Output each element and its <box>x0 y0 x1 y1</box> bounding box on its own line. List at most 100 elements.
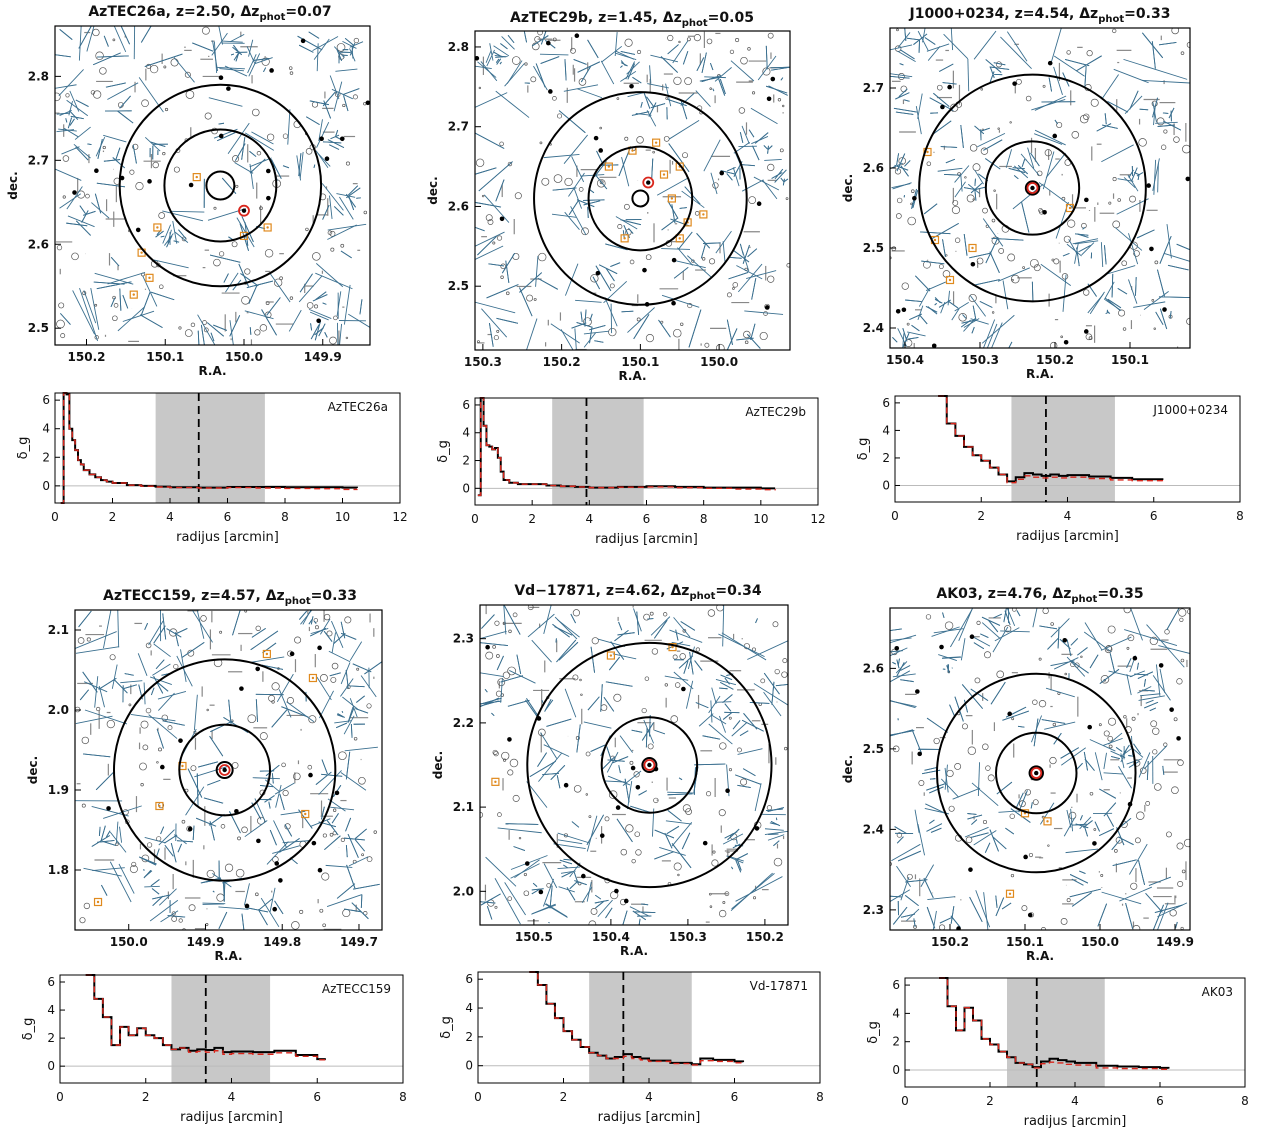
source-contour <box>329 832 334 837</box>
source-contour <box>958 312 967 322</box>
field-galaxy <box>1149 246 1154 252</box>
voronoi-edge <box>915 275 931 292</box>
target-dot <box>647 762 652 768</box>
voronoi-edge <box>132 144 137 164</box>
voronoi-edge <box>925 305 938 313</box>
source-contour <box>353 736 358 741</box>
voronoi-edge <box>971 819 978 825</box>
x-tick-label: 12 <box>392 510 407 524</box>
voronoi-edge <box>217 66 245 70</box>
voronoi-edge <box>890 895 903 898</box>
voronoi-edge <box>905 299 922 303</box>
voronoi-edge <box>892 673 916 678</box>
source-contour <box>83 902 91 910</box>
voronoi-edge <box>533 65 548 91</box>
source-contour <box>1114 849 1118 853</box>
source-contour <box>1044 149 1052 157</box>
voronoi-edge <box>103 35 109 47</box>
x-tick-label: 150.5 <box>515 930 553 944</box>
voronoi-edge <box>897 50 916 63</box>
voronoi-edge <box>341 710 344 713</box>
member-dot <box>266 226 269 229</box>
source-contour <box>366 856 373 863</box>
source-contour <box>695 647 700 652</box>
voronoi-edge <box>1074 240 1099 245</box>
source-contour <box>146 842 153 848</box>
voronoi-edge <box>742 244 750 264</box>
field-galaxy <box>614 888 619 894</box>
voronoi-edge <box>923 203 938 215</box>
voronoi-edge <box>1155 311 1164 325</box>
voronoi-edge <box>981 616 1001 626</box>
field-galaxy <box>939 644 944 650</box>
voronoi-edge <box>269 272 291 303</box>
title-subscript: phot <box>259 12 285 23</box>
voronoi-edge <box>171 210 205 213</box>
source-contour <box>353 37 360 44</box>
voronoi-edge <box>892 336 898 343</box>
profile-label: AK03 <box>1202 985 1233 999</box>
voronoi-edge <box>589 324 606 331</box>
voronoi-edge <box>1159 235 1172 264</box>
source-contour <box>1165 831 1172 838</box>
voronoi-edge <box>66 222 88 227</box>
source-contour <box>497 678 506 687</box>
x-tick-label: 150.3 <box>669 930 707 944</box>
source-contour <box>1154 783 1162 791</box>
source-contour <box>641 707 647 714</box>
voronoi-edge <box>331 813 339 824</box>
source-contour <box>653 797 659 804</box>
voronoi-edge <box>1050 618 1070 638</box>
voronoi-edge <box>335 68 358 72</box>
voronoi-edge <box>974 169 984 185</box>
voronoi-edge <box>1016 610 1021 617</box>
x-tick-label: 8 <box>399 1090 407 1104</box>
voronoi-edge <box>1104 113 1107 125</box>
voronoi-edge <box>545 903 568 918</box>
voronoi-edge <box>56 129 75 133</box>
voronoi-edge <box>274 900 284 915</box>
source-contour <box>271 682 280 691</box>
voronoi-edge <box>1066 639 1072 657</box>
voronoi-edge <box>1006 608 1016 627</box>
voronoi-edge <box>767 807 784 812</box>
source-contour <box>279 276 283 281</box>
voronoi-edge <box>1117 836 1134 846</box>
voronoi-edge <box>102 840 117 846</box>
source-contour <box>531 42 540 51</box>
voronoi-edge <box>1096 123 1112 132</box>
voronoi-edge <box>187 768 203 798</box>
voronoi-edge <box>223 881 226 901</box>
voronoi-edge <box>737 263 763 293</box>
voronoi-edge <box>722 711 733 720</box>
voronoi-edge <box>600 60 615 85</box>
voronoi-edge <box>68 101 73 116</box>
voronoi-edge <box>912 730 922 754</box>
voronoi-edge <box>943 33 969 60</box>
voronoi-edge <box>485 856 517 887</box>
source-contour <box>493 750 499 757</box>
voronoi-edge <box>925 803 945 814</box>
voronoi-edge <box>726 328 738 350</box>
source-contour <box>634 831 640 837</box>
voronoi-edge <box>939 63 954 72</box>
voronoi-edge <box>624 778 630 803</box>
voronoi-edge <box>735 876 783 902</box>
voronoi-edge <box>1012 167 1025 170</box>
voronoi-edge <box>70 115 84 120</box>
voronoi-edge <box>493 45 510 57</box>
member-dot <box>662 173 666 176</box>
voronoi-edge <box>115 147 121 160</box>
voronoi-edge <box>967 183 981 194</box>
voronoi-edge <box>640 101 643 108</box>
voronoi-edge <box>1166 608 1180 631</box>
shaded-band <box>155 393 265 503</box>
source-contour <box>1177 759 1184 766</box>
source-contour <box>188 904 196 912</box>
voronoi-edge <box>580 66 591 83</box>
source-contour <box>729 49 735 54</box>
voronoi-edge <box>1103 772 1124 775</box>
voronoi-edge <box>696 233 711 249</box>
voronoi-edge <box>597 899 613 918</box>
source-contour <box>1108 201 1112 205</box>
